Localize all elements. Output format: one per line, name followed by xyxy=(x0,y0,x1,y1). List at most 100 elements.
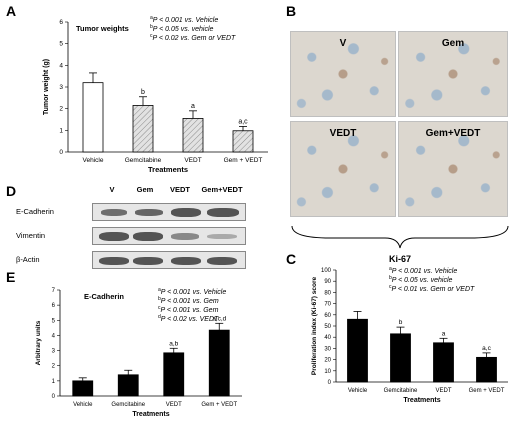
chart-a-xlabel: Treatments xyxy=(148,165,188,174)
blot-row-label-ecadherin: E-Cadherin xyxy=(16,207,54,216)
band-ecadherin-vedt xyxy=(171,208,201,217)
chart-e-category-label: Gem + VEDT xyxy=(201,402,237,408)
band-vimentin-gem-vedt xyxy=(207,234,237,239)
chart-e-y-tick-label: 7 xyxy=(52,288,56,294)
chart-e-bar xyxy=(72,380,94,397)
chart-c-y-tick-label: 40 xyxy=(324,335,331,341)
chart-e-stat-1: aP < 0.001 vs. Vehicle xyxy=(158,287,226,296)
chart-a-title: Tumor weights xyxy=(76,24,129,33)
chart-e-bar xyxy=(208,329,230,397)
chart-c-y-tick-label: 30 xyxy=(324,346,331,352)
chart-c-stat-3: cP < 0.01 vs. Gem or VEDT xyxy=(389,284,475,293)
chart-a-stat-2: bP < 0.05 vs. vehicle xyxy=(150,24,214,33)
chart-a-bar xyxy=(232,130,254,153)
lane-label-gem-vedt: Gem+VEDT xyxy=(201,185,242,194)
chart-c-bar xyxy=(433,342,454,383)
panel-letter-e: E xyxy=(6,269,15,285)
chart-a-y-tick-label: 0 xyxy=(59,149,63,156)
ki67-caption: Ki-67 xyxy=(389,254,411,264)
chart-e-stat-2: bP < 0.001 vs. Gem xyxy=(158,296,219,305)
chart-c-ylabel: Proliferation index (Ki-67) score xyxy=(311,276,318,375)
chart-tumor-weights: 0 1 2 3 4 5 6 Tumor weight (g) Vehicle b Gemcitabi… xyxy=(43,19,268,174)
chart-c-annotation: a,c xyxy=(482,345,491,352)
chart-a-y-tick-label: 5 xyxy=(59,41,63,48)
chart-c-stat-1: aP < 0.001 vs. Vehicle xyxy=(389,266,457,275)
chart-e-y-tick-label: 0 xyxy=(52,394,56,400)
chart-a-bar xyxy=(182,118,204,153)
chart-e-stat-3: cP < 0.001 vs. Gem xyxy=(158,305,219,314)
chart-a-annotation: a xyxy=(191,103,195,110)
micrograph-label-vedt: VEDT xyxy=(329,128,357,139)
chart-e-bar xyxy=(163,352,185,397)
blot-actin xyxy=(92,251,246,269)
panel-letter-c: C xyxy=(286,251,296,267)
blot-vimentin xyxy=(92,227,246,245)
band-vimentin-vedt xyxy=(171,233,199,240)
chart-c-y-tick-label: 80 xyxy=(324,290,331,296)
chart-c-y-tick-label: 50 xyxy=(324,324,331,330)
band-ecadherin-gem xyxy=(135,209,163,216)
band-vimentin-v xyxy=(99,232,129,241)
lane-label-v: V xyxy=(109,185,114,194)
chart-a-category-label: Gem + VEDT xyxy=(224,157,263,164)
micrograph-v: V xyxy=(290,31,396,117)
chart-c-y-tick-label: 100 xyxy=(321,268,332,274)
chart-e-annotation: a,c,d xyxy=(212,315,226,322)
blot-ecadherin xyxy=(92,203,246,221)
chart-c-bar xyxy=(476,356,497,383)
chart-e-y-tick-label: 6 xyxy=(52,303,56,309)
lane-label-gem: Gem xyxy=(137,185,154,194)
chart-a-bar xyxy=(132,105,154,153)
chart-a-category-label: Gemcitabine xyxy=(125,157,162,164)
micrograph-label-gem-vedt: Gem+VEDT xyxy=(425,128,481,139)
band-vimentin-gem xyxy=(133,232,163,241)
chart-e-category-label: VEDT xyxy=(166,402,182,408)
micrograph-vedt: VEDT xyxy=(290,121,396,217)
chart-e-annotation: a,b xyxy=(169,340,178,347)
chart-c-stat-2: bP < 0.05 vs. vehicle xyxy=(389,275,453,284)
chart-a-y-tick-label: 1 xyxy=(59,127,63,134)
micrograph-label-v: V xyxy=(339,38,347,49)
band-actin-gem-vedt xyxy=(207,257,237,265)
chart-e-y-tick-label: 5 xyxy=(52,318,56,324)
chart-c-y-tick-label: 60 xyxy=(324,313,331,319)
micrograph-gem: Gem xyxy=(398,31,508,117)
chart-e-category-label: Vehicle xyxy=(73,402,93,408)
chart-a-annotation: a,c xyxy=(238,118,248,125)
chart-c-y-tick-label: 10 xyxy=(324,369,331,375)
chart-e-title: E-Cadherin xyxy=(84,292,124,301)
chart-a-y-tick-label: 2 xyxy=(59,106,63,113)
chart-e-stat-4: dP < 0.02 vs. VEDT xyxy=(158,314,219,323)
chart-c-y-tick-label: 70 xyxy=(324,302,331,308)
chart-c-bar xyxy=(347,318,368,383)
chart-a-annotation: b xyxy=(141,89,145,96)
chart-c-annotation: b xyxy=(399,319,403,326)
brace-ki67 xyxy=(291,225,509,249)
chart-e-category-label: Gemcitabine xyxy=(111,402,145,408)
chart-a-bar xyxy=(82,82,104,153)
chart-e-y-tick-label: 1 xyxy=(52,379,56,385)
band-ecadherin-v xyxy=(101,209,127,216)
chart-e-xlabel: Treatments xyxy=(132,411,169,418)
chart-c-category-label: Vehicle xyxy=(348,388,368,394)
band-actin-gem xyxy=(133,257,163,265)
lane-label-vedt: VEDT xyxy=(170,185,190,194)
band-actin-vedt xyxy=(171,257,201,265)
chart-a-category-label: Vehicle xyxy=(83,157,104,164)
chart-a-stat-1: aP < 0.001 vs. Vehicle xyxy=(150,15,218,24)
chart-e-stats: aP < 0.001 vs. Vehicle bP < 0.001 vs. Ge… xyxy=(158,287,226,323)
chart-a-ylabel: Tumor weight (g) xyxy=(43,59,50,115)
chart-c-category-label: Gem + VEDT xyxy=(469,388,505,394)
chart-e-y-tick-label: 3 xyxy=(52,349,56,355)
chart-c-y-tick-label: 20 xyxy=(324,358,331,364)
panel-letter-d: D xyxy=(6,183,16,199)
panel-letter-b: B xyxy=(286,3,296,19)
chart-a-y-tick-label: 3 xyxy=(59,84,63,91)
chart-c-xlabel: Treatments xyxy=(403,397,440,404)
band-actin-v xyxy=(99,257,129,265)
chart-a-stats: aP < 0.001 vs. Vehicle bP < 0.05 vs. veh… xyxy=(150,15,236,42)
chart-c-stats: aP < 0.001 vs. Vehicle bP < 0.05 vs. veh… xyxy=(389,266,475,293)
micrograph-gem-vedt: Gem+VEDT xyxy=(398,121,508,217)
chart-e-y-tick-label: 4 xyxy=(52,333,56,339)
